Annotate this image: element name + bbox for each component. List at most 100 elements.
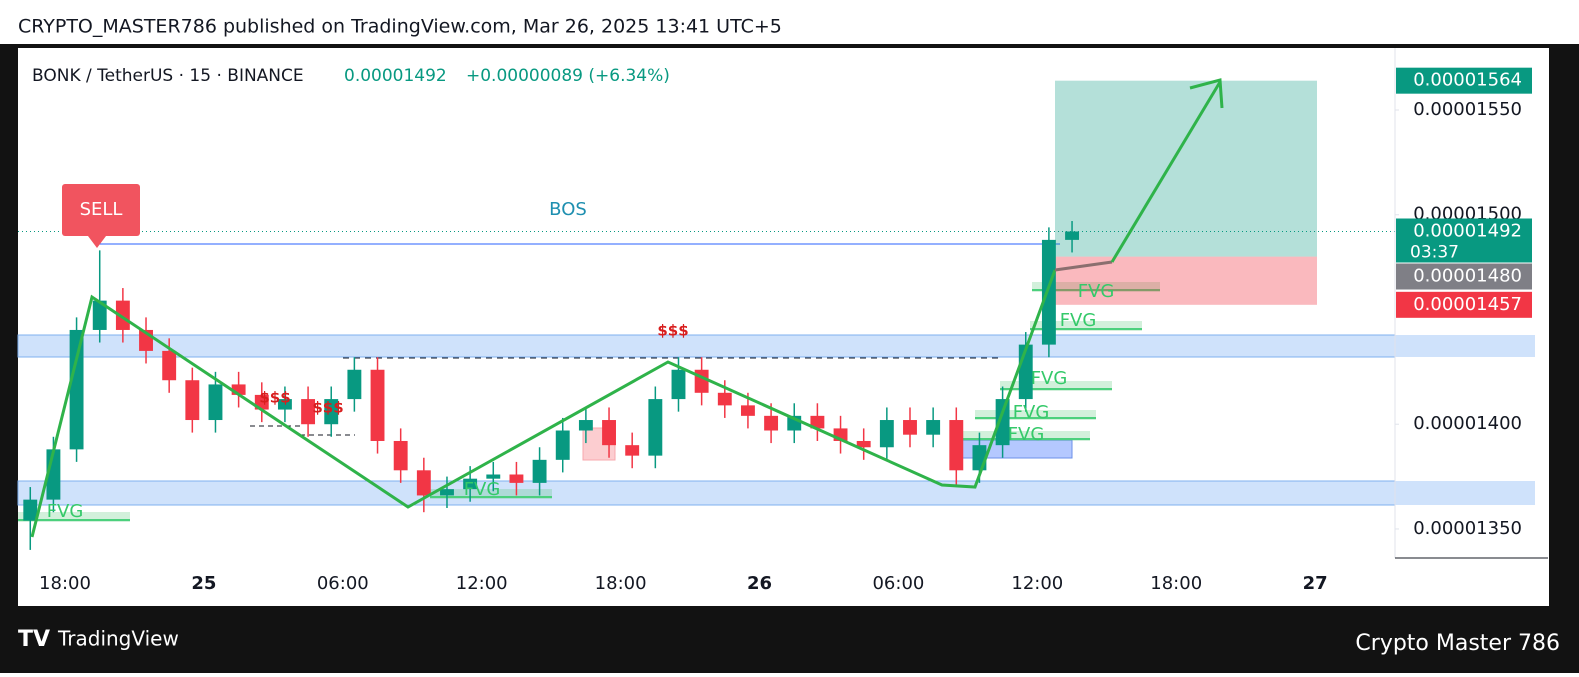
candle-body: [555, 430, 570, 460]
fvg-zone: [1000, 381, 1112, 391]
x-tick-label: 06:00: [317, 573, 369, 594]
stop-label: 0.00001457: [1413, 294, 1522, 315]
candle-body: [92, 300, 107, 330]
zigzag: [30, 269, 1057, 538]
candle-body: [231, 384, 246, 395]
tv-logo: TV: [18, 627, 50, 652]
y-tick-label: 0.00001550: [1413, 99, 1522, 120]
fvg-zone: [18, 512, 130, 522]
fvg-zone: [1032, 282, 1160, 292]
annotation: FVG: [1078, 281, 1115, 302]
candle-body: [625, 445, 640, 456]
candle-body: [370, 369, 385, 441]
candle-body: [347, 369, 362, 400]
candle-body: [509, 474, 524, 483]
sell-pointer: [88, 236, 106, 248]
candle-body: [856, 440, 871, 448]
x-tick-label: 18:00: [39, 573, 91, 594]
x-tick-label: 18:00: [595, 573, 647, 594]
arrow-head: [1189, 78, 1224, 109]
candle-body: [23, 499, 38, 521]
candle-body: [208, 384, 223, 421]
x-tick-label: 06:00: [872, 573, 924, 594]
projection: [1054, 260, 1113, 272]
annotation: FVG: [1060, 310, 1097, 331]
candle-body: [903, 420, 917, 435]
annotation: FVG: [1013, 402, 1050, 423]
candle-body: [764, 415, 779, 431]
y-tick-label: 0.00001350: [1413, 518, 1522, 539]
annotation: SELL: [80, 199, 123, 220]
x-tick-label: 12:00: [1011, 573, 1063, 594]
brand: TradingView: [57, 627, 179, 651]
sell-box: [62, 184, 140, 236]
candle-body: [69, 329, 84, 450]
fvg-zone: [1030, 321, 1142, 331]
annotation: BOS: [549, 199, 587, 220]
candle-body: [1041, 239, 1056, 345]
symbol: BONK / TetherUS · 15 · BINANCE: [32, 66, 304, 86]
candle-body: [995, 399, 1010, 446]
annotation: $$$: [312, 399, 343, 417]
candle-body: [115, 300, 130, 330]
candle-body: [879, 420, 894, 448]
projection: [1110, 81, 1222, 263]
annotation: $$$: [259, 389, 290, 407]
last-price-label: 0.00001492: [1413, 221, 1522, 242]
candle-body: [694, 369, 709, 393]
zone: [17, 334, 1396, 358]
countdown: 03:37: [1410, 243, 1459, 263]
candle-body: [1065, 231, 1079, 240]
candle-body: [416, 470, 431, 496]
candle-body: [162, 350, 177, 381]
publisher-line: CRYPTO_MASTER786 published on TradingVie…: [18, 16, 782, 38]
x-tick-label: 27: [1303, 573, 1328, 594]
legend-price: 0.00001492: [344, 66, 447, 86]
x-tick-label: 25: [191, 573, 216, 594]
last-price-label-bg: [1396, 218, 1532, 263]
candle-body: [926, 420, 941, 435]
zone-right: [1395, 481, 1535, 505]
annotation: FVG: [1008, 424, 1045, 445]
candle-body: [717, 392, 732, 406]
x-tick-label: 26: [747, 573, 772, 594]
entry-label-bg: [1396, 263, 1532, 290]
zone-right: [1395, 335, 1535, 357]
annotation: FVG: [464, 479, 501, 500]
y-tick-label: 0.00001400: [1413, 413, 1522, 434]
candle-body: [301, 399, 316, 425]
candle-body: [486, 474, 501, 479]
target-zone: [1055, 80, 1317, 257]
zone: [17, 480, 1396, 506]
candle-body: [393, 440, 408, 471]
stop-label-bg: [1396, 291, 1532, 318]
candle-body: [602, 420, 616, 446]
candle-body: [578, 420, 593, 431]
annotation: $$$: [657, 322, 688, 340]
annotation: FVG: [1031, 368, 1068, 389]
x-tick-label: 12:00: [456, 573, 508, 594]
fvg-zone: [960, 431, 1090, 441]
candle-body: [671, 369, 686, 400]
x-tick-label: 18:00: [1150, 573, 1202, 594]
target-label: 0.00001564: [1413, 70, 1522, 91]
legend-change: +0.00000089 (+6.34%): [466, 66, 670, 86]
watermark: Crypto Master 786: [1355, 631, 1560, 656]
candle-body: [810, 415, 825, 429]
chart-pane: [18, 48, 1549, 606]
candle-body: [277, 399, 292, 410]
candle-body: [185, 380, 200, 421]
candle-body: [324, 399, 339, 425]
candle-body: [949, 420, 964, 471]
annotation: FVG: [47, 501, 84, 522]
entry-label: 0.00001480: [1413, 266, 1522, 287]
candle-body: [440, 489, 454, 496]
candle-body: [740, 405, 755, 416]
candle-body: [532, 459, 547, 483]
candle-body: [648, 399, 663, 456]
candle-body: [463, 478, 478, 490]
fvg-zone: [430, 489, 552, 499]
fvg-zone: [975, 410, 1096, 420]
